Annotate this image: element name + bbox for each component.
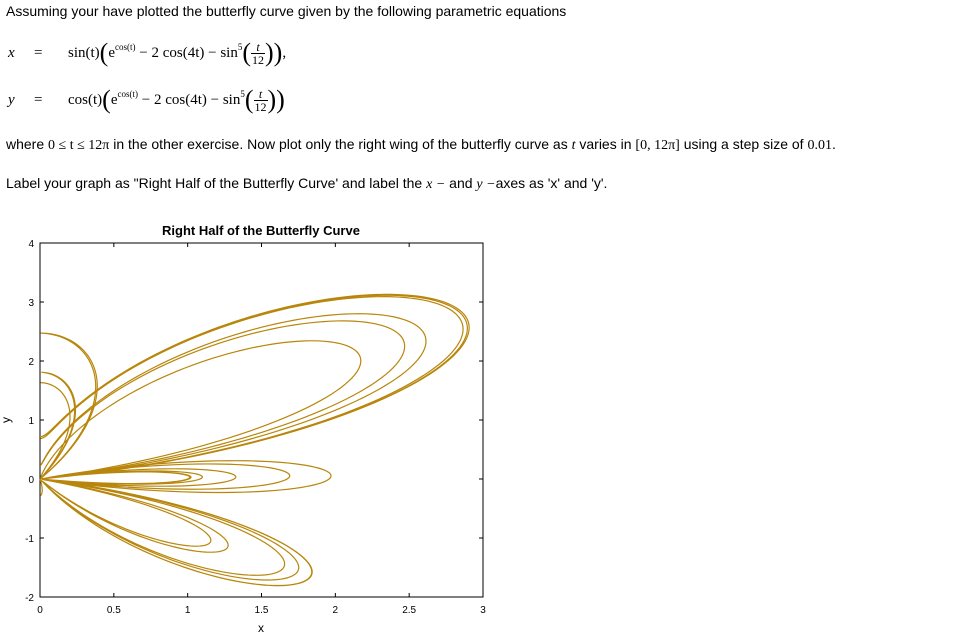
y-tick-label: 4: [28, 239, 34, 250]
instruction-line-2: Label your graph as "Right Half of the B…: [6, 175, 608, 192]
x-tick-label: 0: [37, 605, 43, 616]
chart-title: Right Half of the Butterfly Curve: [162, 223, 360, 238]
curve-group: [39, 293, 470, 587]
y-tick-label: 3: [28, 298, 34, 309]
x-tick-label: 2: [333, 605, 339, 616]
y-axis-label: y: [0, 417, 13, 423]
x-tick-label: 0.5: [107, 605, 121, 616]
y-tick-label: 0: [28, 475, 34, 486]
x-tick-label: 3: [480, 605, 486, 616]
butterfly-curve-line: [39, 293, 470, 587]
intro-text: Assuming your have plotted the butterfly…: [6, 3, 567, 19]
y-tick-label: -2: [25, 593, 34, 604]
y-tick-label: 1: [28, 416, 34, 427]
y-tick-label: 2: [28, 357, 34, 368]
x-tick-label: 1.5: [255, 605, 269, 616]
butterfly-chart: Right Half of the Butterfly Curve 0 0.5 1 1…: [0, 223, 486, 635]
instruction-line-1: where 0 ≤ t ≤ 12π in the other exercise.…: [6, 136, 836, 153]
x-tick-label: 2.5: [402, 605, 416, 616]
x-axis-label: x: [258, 621, 264, 635]
equation-y: y = cos(t)(ecos(t) − 2 cos(4t) − sin5(t 12)…: [8, 85, 285, 115]
equation-x: x = sin(t)(ecos(t) − 2 cos(4t) − sin5(t 12)…: [8, 38, 287, 68]
y-tick-label: -1: [25, 534, 34, 545]
x-tick-label: 1: [185, 605, 191, 616]
